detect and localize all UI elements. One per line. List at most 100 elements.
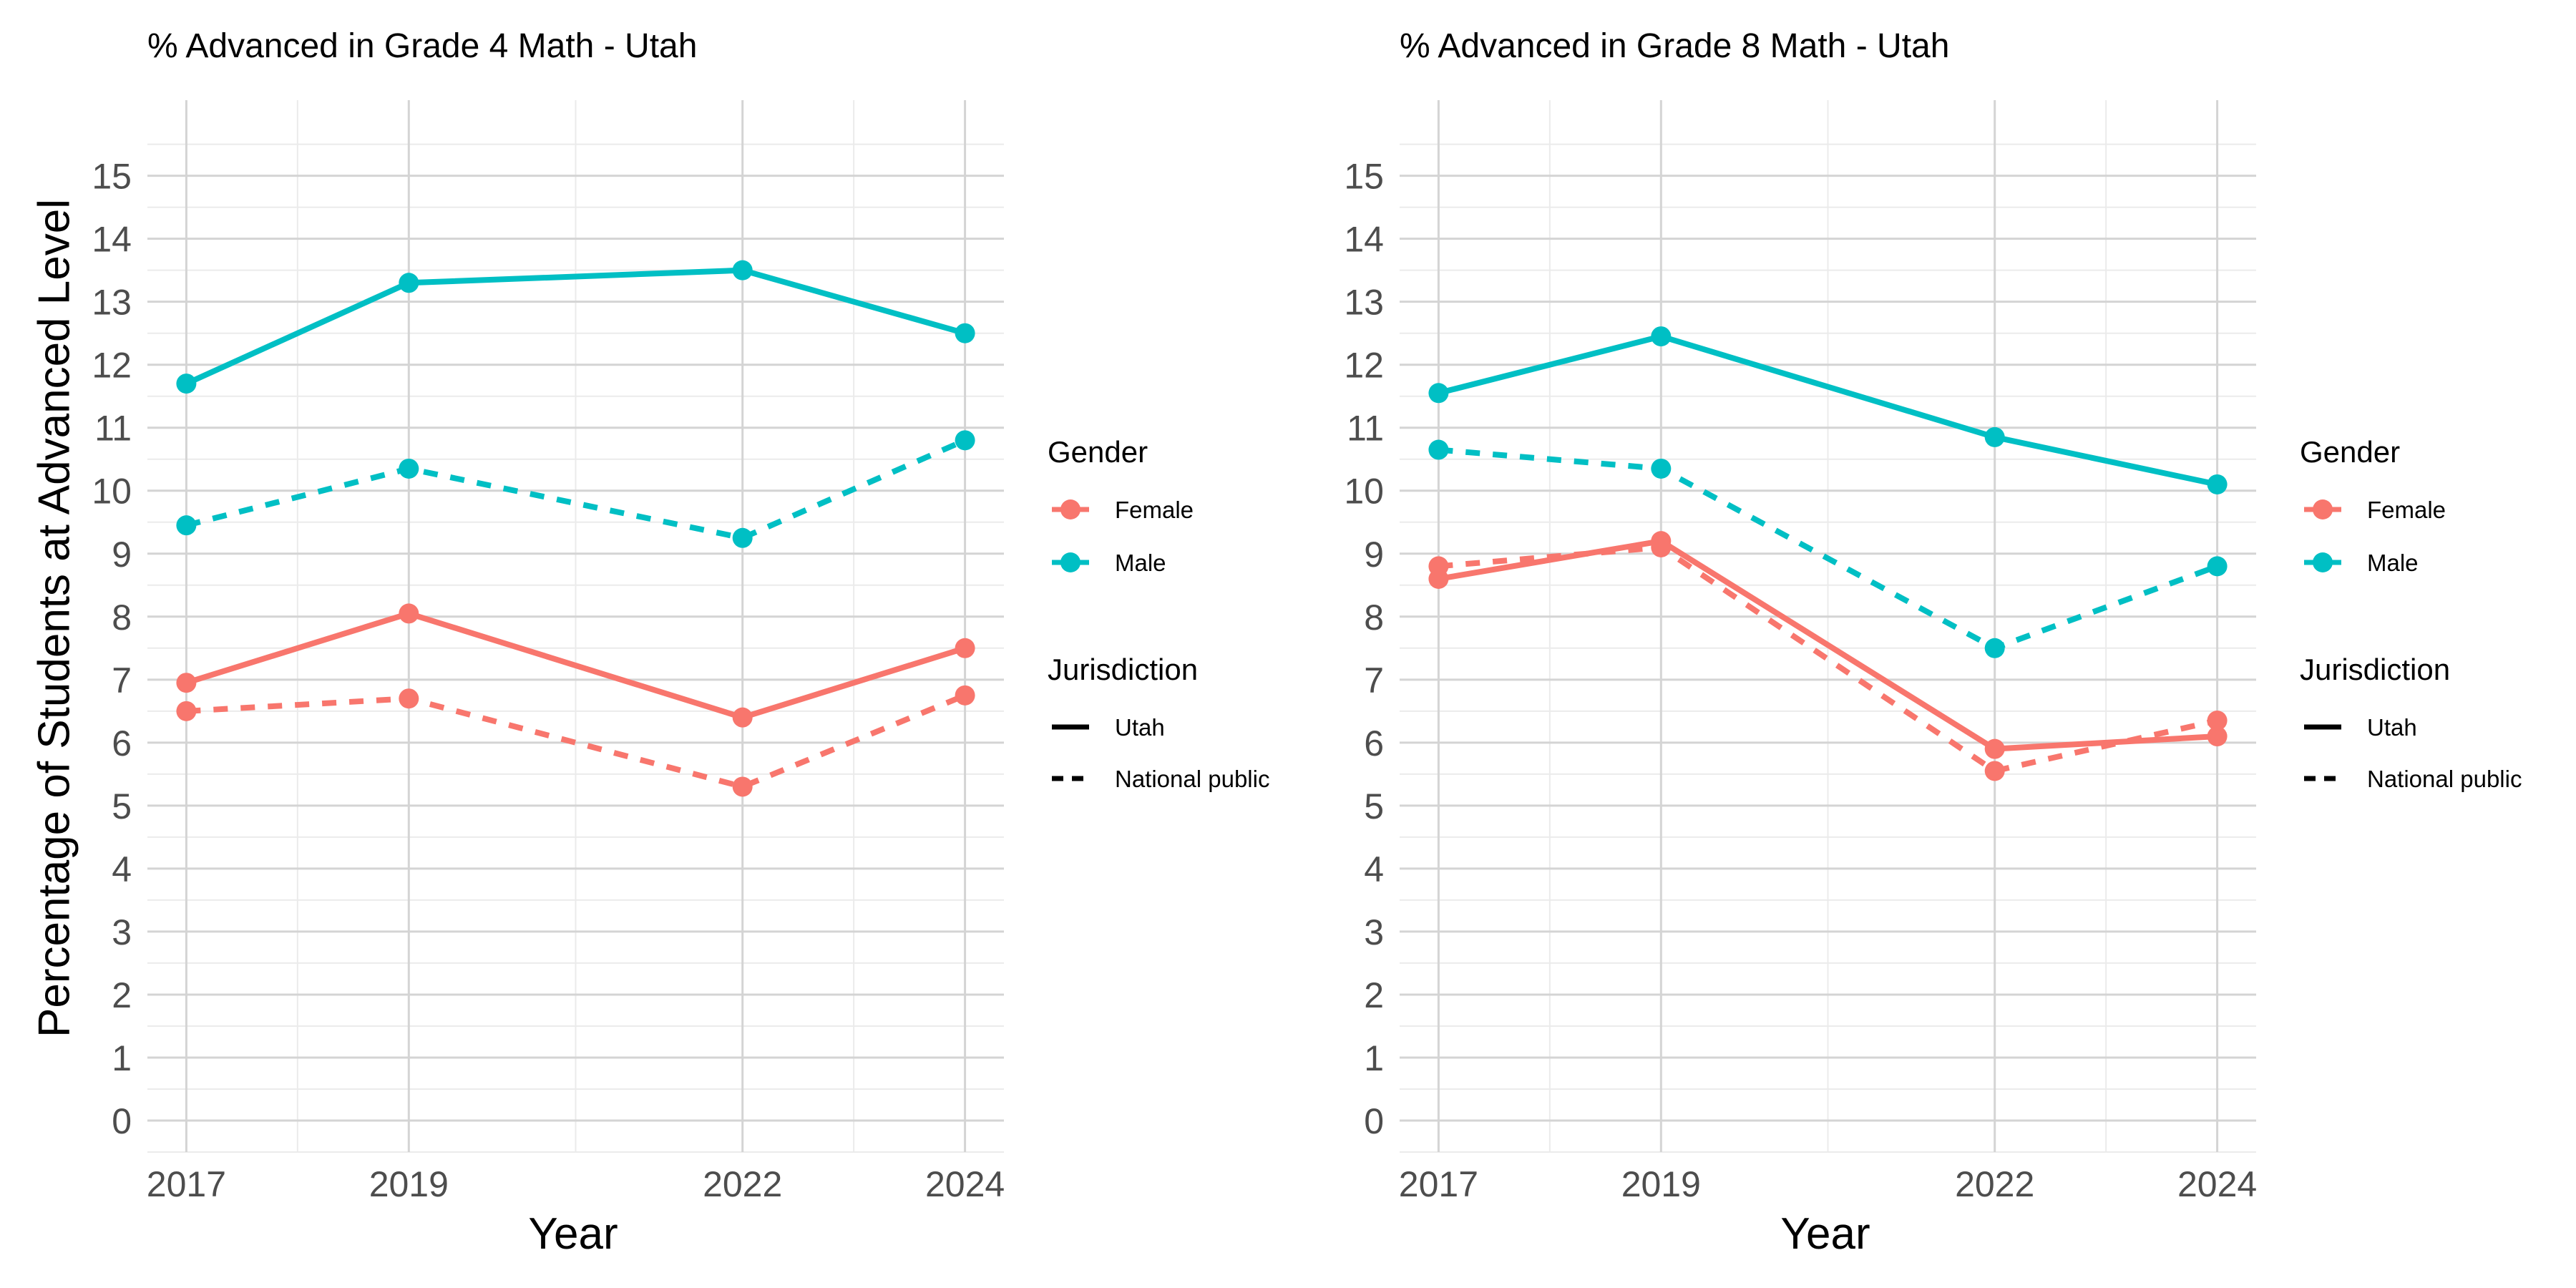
data-point-male-national-public [732,527,753,548]
x-tick-label: 2019 [1621,1164,1701,1204]
y-tick-label: 0 [112,1101,132,1141]
data-point-male-utah [1428,383,1449,404]
series-line-female-national-public [1438,544,2218,774]
x-tick-label: 2024 [925,1164,1005,1204]
y-tick-label: 10 [1344,472,1384,512]
series-layer [176,260,975,797]
x-tick-label: 2022 [1955,1164,2034,1204]
y-tick-label: 12 [1344,346,1384,386]
data-point-female-utah [955,638,975,658]
y-tick-label: 14 [1344,220,1384,260]
y-tick-label: 9 [1364,535,1384,575]
legend-item-national-public: National public [1052,766,1269,792]
legend-item-male: Male [2304,550,2419,576]
legend-label-national-public: National public [2367,766,2522,792]
y-tick-label: 0 [1364,1101,1384,1141]
series-layer [1428,326,2228,781]
y-tick-label: 3 [112,912,132,952]
data-point-female-national-public [1651,537,1672,557]
y-tick-label: 8 [112,597,132,638]
legend-label-female: Female [2367,497,2446,523]
y-tick-label: 5 [1364,786,1384,826]
legend-item-utah: Utah [1052,714,1165,741]
data-point-male-national-public [176,515,197,536]
chart-panel-grade4: % Advanced in Grade 4 Math - Utah 012345… [92,27,1005,1259]
y-tick-label: 13 [1344,283,1384,323]
y-tick-label: 1 [1364,1038,1384,1078]
legend-label-male: Male [2367,550,2419,576]
legend-title-gender: Gender [2300,435,2400,469]
series-line-male-utah [1438,333,2218,487]
data-point-female-national-public [176,701,197,721]
y-tick-label: 10 [92,472,132,512]
series-line-female-national-public [186,693,967,790]
data-point-male-national-public [1984,638,2005,658]
data-point-male-utah [1651,326,1672,347]
x-tick-label: 2022 [703,1164,782,1204]
y-tick-label: 2 [112,975,132,1015]
y-tick-label: 7 [112,660,132,701]
y-tick-label: 9 [112,535,132,575]
y-tick-label: 14 [92,220,132,260]
legend-title-jurisdiction: Jurisdiction [1048,653,1198,686]
series-line-male-national-public [1438,447,2218,651]
chart-title: % Advanced in Grade 8 Math - Utah [1400,27,1949,65]
legend-grade4: Gender Female Male Jurisdiction Utah Nat… [1048,435,1269,792]
series-line-male-utah [185,267,966,386]
legend-label-female: Female [1115,497,1194,523]
series-line-female-utah [185,610,966,721]
data-point-female-utah [732,707,753,728]
y-tick-label: 15 [92,157,132,197]
data-point-female-national-public [1984,761,2005,781]
y-tick-label: 11 [94,409,132,449]
legend-item-female: Female [2304,497,2446,523]
y-tick-label: 15 [1344,157,1384,197]
grid [1400,100,2256,1153]
legend-item-female: Female [1052,497,1194,523]
y-tick-label: 6 [1364,723,1384,763]
x-axis-label: Year [1780,1209,1870,1259]
data-point-male-national-public [955,430,975,451]
data-point-female-national-public [2207,711,2228,731]
legend-grade8: Gender Female Male Jurisdiction Utah Nat… [2300,435,2522,792]
chart-title: % Advanced in Grade 4 Math - Utah [147,27,697,65]
x-axis-label: Year [528,1209,618,1259]
legend-item-national-public: National public [2304,766,2522,792]
data-point-female-utah [2207,726,2228,747]
data-point-male-utah [955,323,975,343]
legend-title-gender: Gender [1048,435,1148,469]
data-point-male-utah [176,374,197,394]
y-tick-label: 4 [1364,849,1384,889]
data-point-female-utah [399,603,419,624]
legend-item-male: Male [1052,550,1166,576]
x-tick-label: 2024 [2177,1164,2257,1204]
data-point-female-national-public [732,776,753,797]
data-point-male-utah [399,273,419,293]
x-tick-label: 2017 [1399,1164,1478,1204]
legend-label-utah: Utah [1115,714,1165,741]
y-tick-label: 1 [112,1038,132,1078]
y-axis-label: Percentage of Students at Advanced Level [29,199,79,1038]
x-tick-label: 2017 [147,1164,226,1204]
y-tick-label: 8 [1364,597,1384,638]
chart-panel-grade8: % Advanced in Grade 8 Math - Utah 012345… [1344,27,2257,1259]
data-point-male-utah [1984,426,2005,447]
y-tick-label: 3 [1364,912,1384,952]
y-tick-label: 4 [112,849,132,889]
x-tick-labels: 2017 2019 2022 2024 [1399,1164,2257,1204]
data-point-male-national-public [2207,556,2228,577]
y-tick-label: 12 [92,346,132,386]
data-point-female-national-public [955,685,975,706]
y-tick-label: 11 [1347,409,1384,449]
legend-item-utah: Utah [2304,714,2417,741]
x-tick-labels: 2017 2019 2022 2024 [147,1164,1005,1204]
legend-label-national-public: National public [1115,766,1269,792]
series-line-male-national-public [185,437,967,541]
x-tick-label: 2019 [369,1164,449,1204]
data-point-female-national-public [399,688,419,709]
y-tick-label: 2 [1364,975,1384,1015]
legend-label-utah: Utah [2367,714,2417,741]
y-tick-label: 5 [112,786,132,826]
legend-label-male: Male [1115,550,1166,576]
